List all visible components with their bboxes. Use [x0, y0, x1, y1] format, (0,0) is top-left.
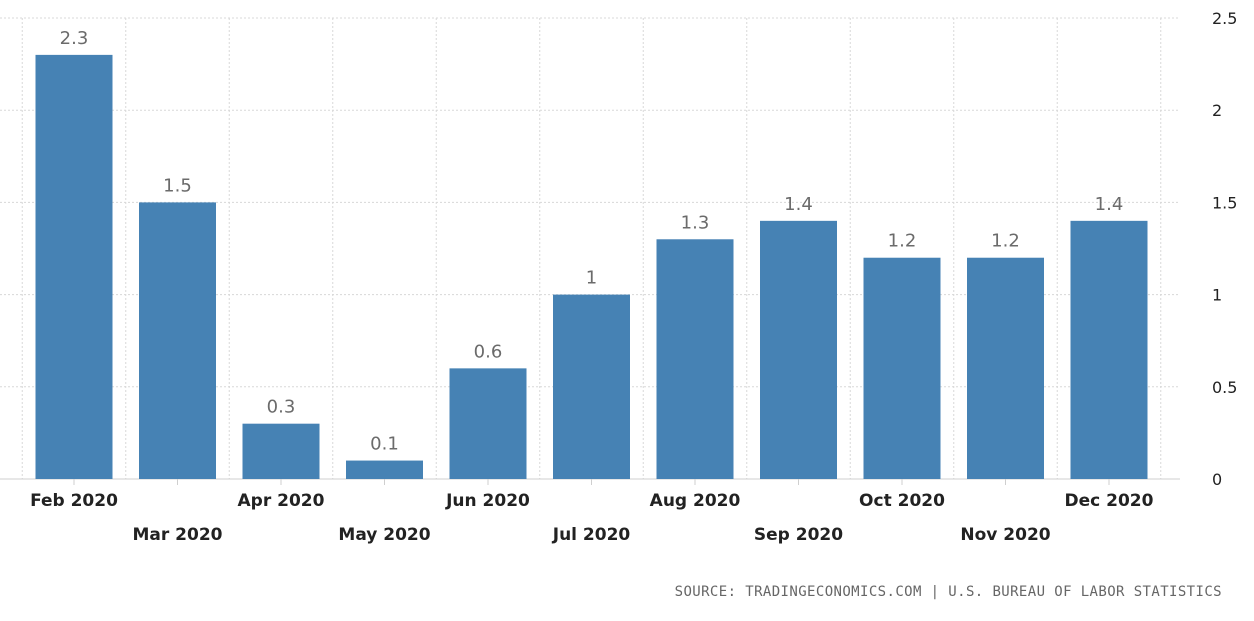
data-label: 1.2 [888, 231, 917, 252]
x-tick-label: Apr 2020 [238, 491, 325, 511]
bar [139, 202, 216, 479]
y-tick-label: 0.5 [1212, 378, 1237, 397]
bar [346, 460, 423, 479]
x-tick-label: Jul 2020 [552, 525, 631, 545]
data-label: 0.3 [267, 397, 296, 418]
bar [449, 368, 527, 479]
bar [242, 423, 320, 479]
bar [35, 54, 113, 479]
x-tick-label: Dec 2020 [1065, 491, 1154, 511]
y-tick-label: 0 [1212, 470, 1222, 489]
bar [553, 294, 630, 479]
bar [967, 257, 1044, 479]
data-label: 2.3 [60, 28, 89, 49]
x-tick-label: May 2020 [338, 525, 430, 545]
x-axis-ticks: Feb 2020 Mar 2020 Apr 2020 May 2020 Jun 2020… [30, 479, 1154, 545]
data-label: 1.3 [681, 212, 710, 233]
bar [1070, 220, 1148, 479]
x-tick-label: Jun 2020 [445, 491, 530, 511]
x-tick-label: Aug 2020 [650, 491, 741, 511]
y-tick-label: 2 [1212, 101, 1222, 120]
data-label: 0.6 [474, 341, 503, 362]
data-label: 0.1 [370, 434, 399, 455]
bar [656, 239, 734, 479]
y-tick-label: 1 [1212, 286, 1222, 305]
data-label: 1.2 [991, 231, 1020, 252]
x-tick-label: Sep 2020 [754, 525, 843, 545]
data-labels: 2.3 1.5 0.3 0.1 0.6 1 1.3 1.4 1.2 1.2 1.4 [60, 28, 1124, 455]
data-label: 1.5 [163, 175, 192, 196]
bar [760, 220, 837, 479]
source-note: SOURCE: TRADINGECONOMICS.COM | U.S. BURE… [675, 584, 1222, 600]
x-tick-label: Feb 2020 [30, 491, 118, 511]
y-axis-ticks: 0 0.5 1 1.5 2 2.5 [1212, 9, 1237, 489]
y-tick-label: 1.5 [1212, 193, 1237, 212]
y-tick-label: 2.5 [1212, 9, 1237, 28]
x-tick-label: Oct 2020 [859, 491, 945, 511]
data-label: 1.4 [784, 194, 813, 215]
x-tick-label: Nov 2020 [960, 525, 1050, 545]
bar [863, 257, 941, 479]
data-label: 1.4 [1095, 194, 1124, 215]
bars [35, 54, 1148, 479]
data-label: 1 [586, 268, 597, 289]
x-tick-label: Mar 2020 [132, 525, 222, 545]
